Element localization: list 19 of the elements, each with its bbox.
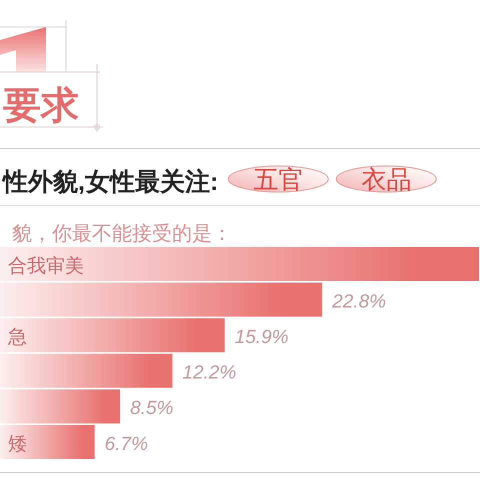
data-label: 12.2%: [182, 362, 236, 384]
y-axis-title: 貌，你最不能接受的是：: [12, 223, 232, 245]
chart-subtitle: 性外貌,女性最关注:: [1, 168, 218, 196]
data-label: 22.8%: [331, 291, 386, 312]
data-label: 6.7%: [104, 434, 148, 455]
bar: [0, 354, 172, 388]
y-tick-label: 急: [7, 327, 27, 348]
data-label: 15.9%: [234, 327, 289, 348]
bar: [0, 318, 225, 352]
data-label: 8.5%: [130, 398, 174, 420]
bar: [0, 247, 479, 281]
bar: [0, 282, 322, 317]
bar: [0, 389, 120, 424]
bar: [0, 425, 95, 459]
text: 衣品: [361, 166, 412, 194]
y-tick-label: 矮: [8, 434, 27, 455]
y-tick-label: 合我审美: [8, 254, 84, 277]
text: 五官: [253, 166, 304, 194]
chart-title: 要求: [3, 85, 79, 127]
